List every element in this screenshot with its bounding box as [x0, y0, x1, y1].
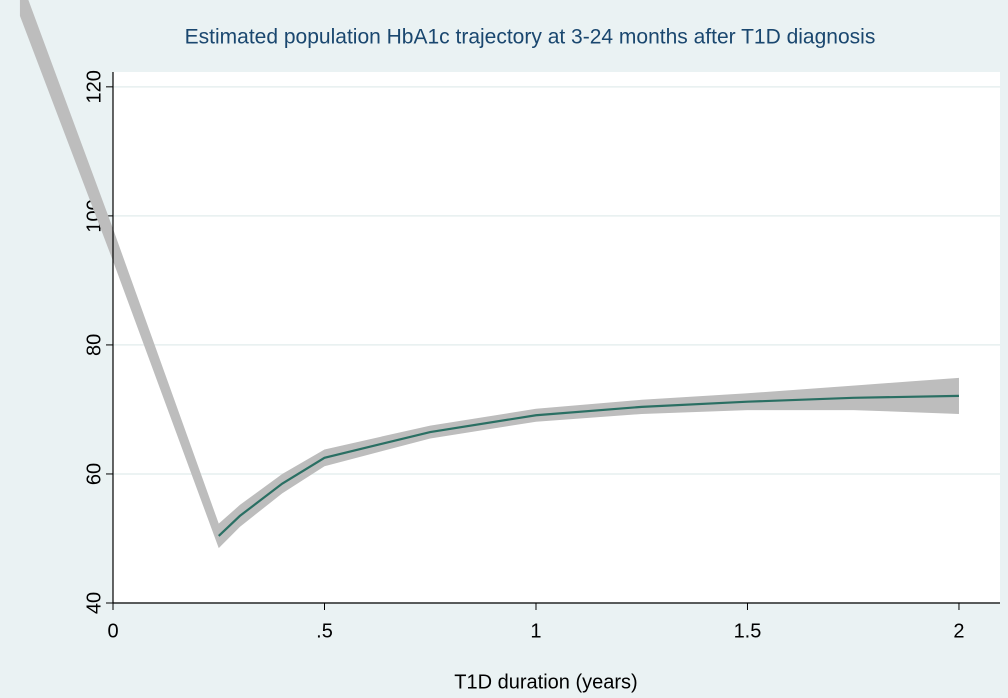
y-tick-label: 40 — [83, 592, 105, 614]
plot-region — [113, 72, 1000, 603]
x-tick-label: 1.5 — [734, 620, 762, 642]
y-tick-label: 60 — [83, 463, 105, 485]
x-tick-label: .5 — [316, 620, 333, 642]
x-tick-label: 0 — [107, 620, 118, 642]
x-tick-label: 1 — [530, 620, 541, 642]
chart-title: Estimated population HbA1c trajectory at… — [185, 26, 876, 49]
y-tick-label: 80 — [83, 334, 105, 356]
x-tick-label: 2 — [953, 620, 964, 642]
x-axis-label: T1D duration (years) — [454, 671, 637, 693]
mean-line — [217, 394, 959, 537]
y-tick-label: 120 — [83, 70, 105, 103]
